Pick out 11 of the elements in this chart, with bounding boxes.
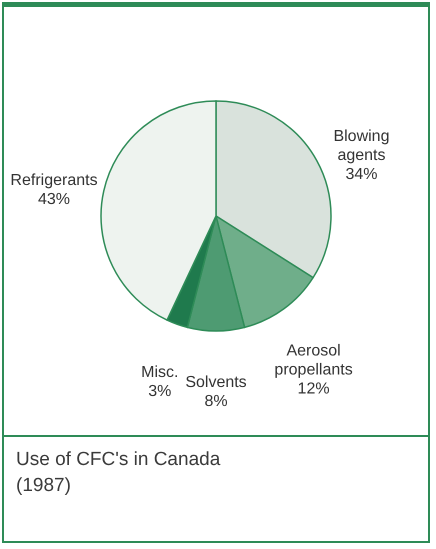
data-label: 43% [38, 190, 70, 208]
slice-label: Aerosol propellants [274, 342, 353, 378]
slice-label: Refrigerants [10, 172, 98, 189]
data-label: 12% [298, 380, 330, 398]
text: Use of CFC's in Canada (1987) [15, 448, 222, 498]
slice-label: Solvents [185, 374, 247, 391]
slice-label: Blowing agents [333, 128, 390, 164]
data-label: 3% [148, 383, 172, 400]
data-label: 34% [345, 166, 378, 184]
slice-label: Misc. [141, 364, 178, 382]
data-label: 8% [204, 393, 228, 410]
